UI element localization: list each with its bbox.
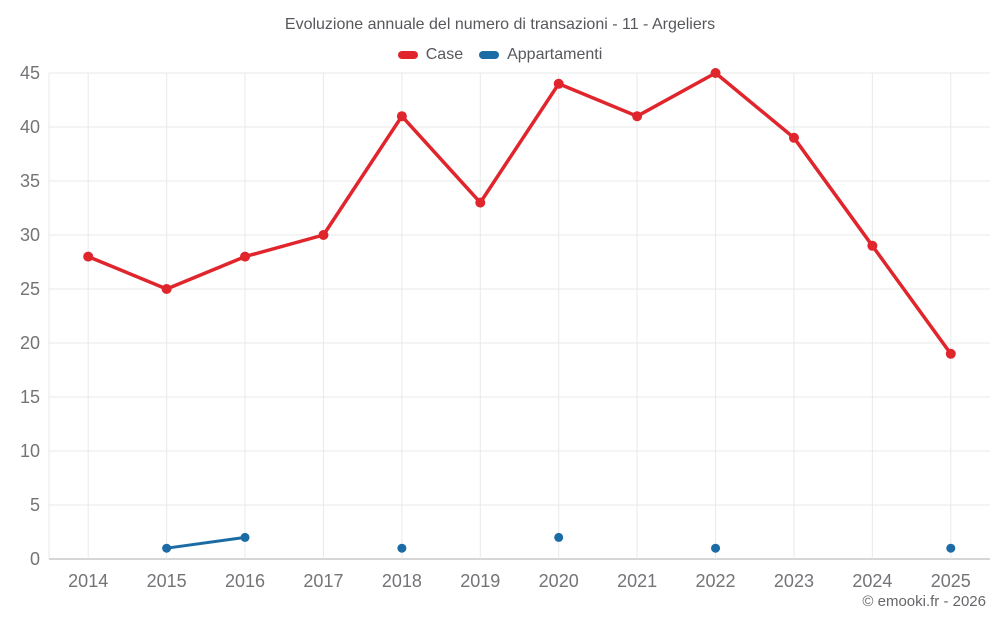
series-line-appartamenti <box>165 535 247 550</box>
data-point-appartamenti-2025[interactable] <box>946 543 956 553</box>
data-point-case-2014[interactable] <box>83 251 94 262</box>
y-tick-label: 35 <box>20 171 40 191</box>
y-tick-label: 10 <box>20 441 40 461</box>
data-point-case-2024[interactable] <box>867 240 878 251</box>
data-point-appartamenti-2015[interactable] <box>162 543 172 553</box>
legend-item-case[interactable]: Case <box>397 46 464 64</box>
data-point-case-2023[interactable] <box>788 132 799 143</box>
footer-credit: © emooki.fr - 2026 <box>862 593 986 610</box>
x-tick-label: 2024 <box>852 571 892 591</box>
legend-label-appartamenti: Appartamenti <box>507 46 603 63</box>
data-point-appartamenti-2016[interactable] <box>240 532 250 542</box>
y-tick-label: 25 <box>20 279 40 299</box>
data-point-case-2025[interactable] <box>945 348 956 359</box>
y-tick-label: 20 <box>20 333 40 353</box>
data-point-appartamenti-2020[interactable] <box>554 532 564 542</box>
data-point-appartamenti-2018[interactable] <box>397 543 407 553</box>
chart-title: Evoluzione annuale del numero di transaz… <box>284 16 716 33</box>
legend-swatch-appartamenti-icon <box>479 51 500 59</box>
x-tick-label: 2023 <box>774 571 814 591</box>
data-point-case-2017[interactable] <box>318 230 329 240</box>
x-tick-label: 2019 <box>460 571 500 591</box>
data-point-case-2015[interactable] <box>161 284 172 294</box>
data-point-case-2016[interactable] <box>240 251 251 262</box>
x-tick-label: 2021 <box>617 571 657 591</box>
x-tick-label: 2025 <box>931 571 971 591</box>
y-tick-label: 15 <box>20 387 40 407</box>
y-tick-label: 40 <box>20 117 40 137</box>
data-point-case-2019[interactable] <box>475 197 486 208</box>
y-tick-label: 5 <box>30 495 40 515</box>
x-tick-label: 2022 <box>696 571 736 591</box>
data-point-case-2018[interactable] <box>396 111 407 122</box>
x-tick-label: 2016 <box>225 571 265 591</box>
x-tick-label: 2020 <box>539 571 579 591</box>
data-point-case-2020[interactable] <box>553 78 564 89</box>
legend-swatch-case-icon <box>397 51 418 59</box>
x-tick-label: 2014 <box>68 571 108 591</box>
y-tick-label: 0 <box>30 549 40 569</box>
series-line-case <box>86 71 953 356</box>
legend-label-case: Case <box>425 46 464 63</box>
chart-legend: Case Appartamenti <box>0 46 1000 64</box>
x-tick-label: 2017 <box>303 571 343 591</box>
x-tick-label: 2015 <box>147 571 187 591</box>
y-tick-label: 30 <box>20 225 40 245</box>
data-point-case-2022[interactable] <box>710 68 721 78</box>
x-tick-label: 2018 <box>382 571 422 591</box>
y-tick-label: 45 <box>20 63 40 83</box>
data-point-case-2021[interactable] <box>632 111 643 122</box>
data-point-appartamenti-2022[interactable] <box>711 543 721 553</box>
legend-item-appartamenti[interactable]: Appartamenti <box>479 46 602 64</box>
